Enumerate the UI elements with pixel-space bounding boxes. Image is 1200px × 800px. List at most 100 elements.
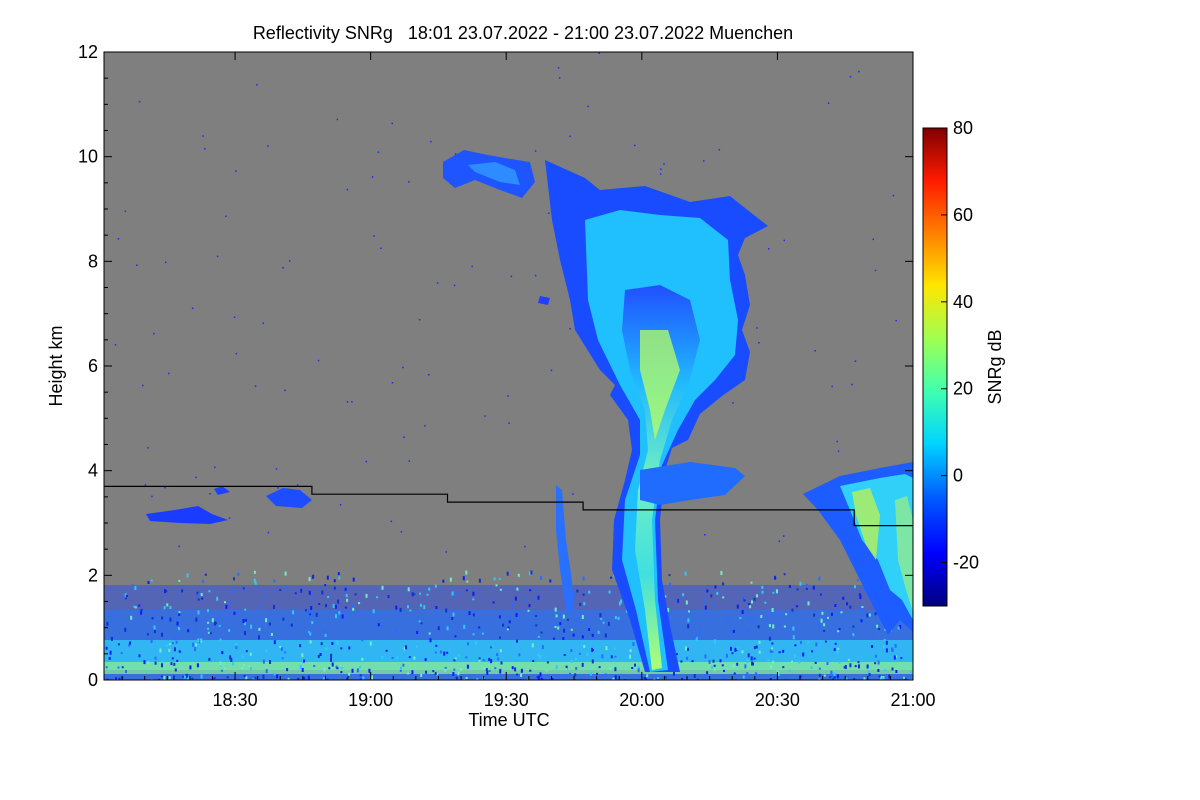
- clutter-pixel: [324, 584, 327, 587]
- clutter-pixel: [882, 645, 885, 649]
- clutter-pixel: [833, 648, 836, 652]
- clutter-pixel: [732, 629, 735, 633]
- clutter-pixel: [344, 587, 347, 591]
- clutter-pixel: [330, 667, 333, 670]
- noise-pixel: [346, 188, 349, 191]
- clutter-pixel: [682, 593, 685, 597]
- clutter-pixel: [823, 629, 826, 632]
- clutter-pixel: [399, 607, 402, 612]
- clutter-pixel: [309, 613, 312, 616]
- clutter-pixel: [453, 659, 456, 662]
- colorbar-tick-label: 60: [953, 205, 973, 225]
- noise-pixel: [117, 238, 120, 240]
- clutter-pixel: [610, 655, 613, 659]
- noise-pixel: [703, 160, 705, 162]
- clutter-pixel: [173, 675, 175, 680]
- noise-pixel: [147, 447, 149, 449]
- clutter-pixel: [614, 667, 617, 672]
- clutter-pixel: [852, 625, 855, 628]
- clutter-pixel: [319, 653, 322, 656]
- clutter-pixel: [425, 670, 427, 674]
- clutter-pixel: [345, 594, 348, 597]
- clutter-pixel: [736, 662, 739, 666]
- noise-pixel: [484, 415, 486, 417]
- clutter-pixel: [830, 675, 833, 679]
- clutter-pixel: [769, 649, 772, 653]
- clutter-pixel: [207, 609, 209, 613]
- clutter-pixel: [750, 581, 753, 584]
- noise-pixel: [351, 401, 353, 403]
- clutter-pixel: [452, 612, 455, 617]
- clutter-pixel: [391, 657, 394, 659]
- clutter-pixel: [861, 608, 864, 613]
- layer-echo-left: [146, 506, 228, 524]
- clutter-pixel: [207, 627, 210, 630]
- clutter-pixel: [138, 654, 141, 658]
- clutter-pixel: [499, 670, 502, 674]
- clutter-pixel: [549, 579, 552, 583]
- clutter-pixel: [537, 675, 540, 680]
- clutter-pixel: [774, 577, 777, 579]
- clutter-pixel: [407, 605, 409, 609]
- clutter-pixel: [598, 666, 601, 669]
- clutter-pixel: [605, 646, 608, 651]
- noise-pixel: [164, 487, 166, 489]
- clutter-pixel: [769, 678, 772, 680]
- clutter-pixel: [747, 653, 750, 658]
- clutter-pixel: [849, 663, 852, 668]
- clutter-pixel: [741, 610, 744, 614]
- clutter-pixel: [237, 572, 240, 576]
- noise-pixel: [783, 239, 785, 242]
- clutter-pixel: [419, 603, 422, 607]
- clutter-pixel: [877, 660, 880, 665]
- clutter-pixel: [420, 673, 423, 677]
- clutter-pixel: [191, 677, 194, 680]
- clutter-pixel: [328, 676, 331, 680]
- colorbar-tick-label: -20: [953, 553, 979, 573]
- x-axis-label: Time UTC: [468, 710, 549, 730]
- clutter-pixel: [871, 645, 873, 648]
- clutter-pixel: [362, 676, 365, 680]
- clutter-pixel: [406, 672, 409, 675]
- noise-pixel: [214, 466, 216, 469]
- clutter-pixel: [197, 638, 200, 643]
- noise-pixel: [453, 284, 456, 287]
- clutter-pixel: [352, 577, 355, 582]
- clutter-pixel: [307, 675, 310, 680]
- clutter-pixel: [746, 659, 749, 663]
- clutter-pixel: [878, 627, 881, 630]
- clutter-pixel: [708, 659, 711, 664]
- clutter-pixel: [746, 672, 749, 676]
- clutter-pixel: [463, 678, 466, 680]
- clutter-pixel: [330, 653, 333, 658]
- noise-pixel: [849, 76, 852, 78]
- clutter-pixel: [860, 619, 863, 623]
- clutter-pixel: [381, 585, 384, 590]
- clutter-pixel: [308, 615, 310, 620]
- clutter-pixel: [114, 677, 117, 680]
- clutter-pixel: [644, 677, 647, 680]
- noise-pixel: [827, 102, 830, 104]
- clutter-pixel: [471, 627, 474, 632]
- clutter-pixel: [224, 601, 226, 604]
- noise-pixel: [390, 520, 393, 523]
- clutter-pixel: [703, 677, 706, 680]
- noise-pixel: [534, 274, 537, 277]
- clutter-pixel: [446, 651, 449, 654]
- clutter-pixel: [491, 645, 494, 648]
- clutter-pixel: [140, 610, 143, 615]
- clutter-pixel: [581, 635, 584, 639]
- clutter-pixel: [105, 666, 108, 669]
- noise-pixel: [168, 372, 170, 375]
- clutter-pixel: [498, 615, 501, 619]
- clutter-pixel: [637, 665, 640, 670]
- clutter-pixel: [706, 671, 709, 675]
- clutter-pixel: [874, 662, 877, 665]
- clutter-pixel: [493, 577, 496, 581]
- clutter-pixel: [768, 624, 771, 628]
- noise-pixel: [471, 265, 473, 268]
- noise-pixel: [254, 385, 257, 387]
- clutter-pixel: [731, 652, 734, 655]
- clutter-pixel: [157, 678, 160, 680]
- clutter-pixel: [771, 608, 774, 612]
